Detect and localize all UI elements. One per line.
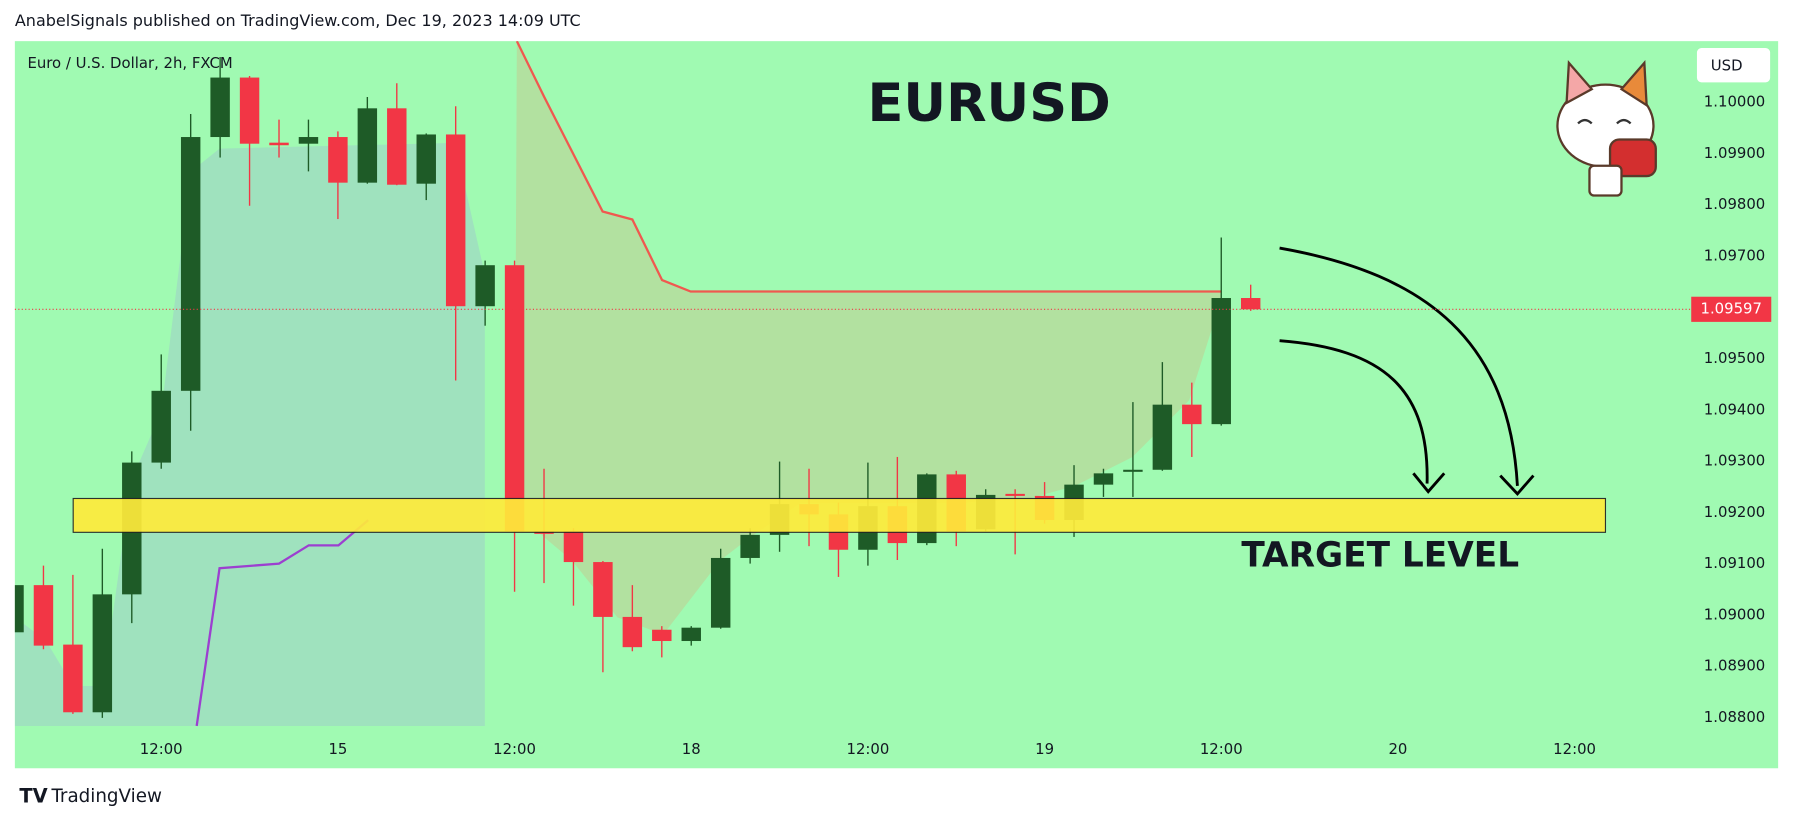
x-tick-label: 12:00 (1200, 740, 1243, 758)
header: AnabelSignals published on TradingView.c… (15, 11, 581, 30)
currency-label: USD (1711, 56, 1743, 74)
arrow-head (1499, 474, 1535, 497)
indicator-line (515, 41, 1222, 293)
chart-title: EURUSD (867, 73, 1110, 134)
target-zone (72, 497, 1607, 533)
candle-body (269, 142, 289, 146)
indicator-line (195, 519, 369, 727)
y-tick-label: 1.09200 (1704, 503, 1765, 521)
candle-body (475, 265, 495, 307)
y-tick-label: 1.09000 (1704, 605, 1765, 623)
candle-body (416, 134, 436, 184)
y-tick-label: 1.09500 (1704, 349, 1765, 367)
mascot (1556, 59, 1657, 197)
y-tick-label: 1.09300 (1704, 452, 1765, 470)
candle-body (1093, 473, 1114, 485)
x-tick-label: 12:00 (493, 740, 536, 758)
arrow (1279, 339, 1429, 484)
candle-body (622, 616, 643, 648)
candle-body (357, 108, 378, 183)
y-tick-label: 1.09100 (1704, 554, 1765, 572)
x-tick-label: 20 (1388, 740, 1407, 758)
candle-body (445, 134, 466, 307)
candle-body (710, 557, 731, 628)
candle-body (1240, 298, 1261, 310)
arrow (1279, 246, 1519, 486)
candle-body (63, 644, 83, 713)
y-tick-label: 1.10000 (1704, 93, 1765, 111)
candle-body (239, 77, 260, 144)
y-tick-label: 1.09800 (1704, 195, 1765, 213)
last-price-label: 1.09597 (1701, 299, 1762, 317)
y-tick-label: 1.08800 (1704, 708, 1765, 726)
candle-body (1152, 404, 1173, 470)
candle-body (151, 390, 171, 463)
symbol-label: Euro / U.S. Dollar, 2h, FXCM (27, 54, 232, 72)
candle-body (504, 265, 525, 532)
candle-body (180, 137, 201, 391)
candle-body (298, 137, 319, 144)
annotation: TARGET LEVEL (1241, 535, 1519, 575)
candle-body (740, 534, 760, 558)
x-tick-label: 18 (682, 740, 701, 758)
candle-body (1211, 298, 1231, 425)
candle-body (681, 627, 701, 642)
candle-body (1005, 493, 1025, 496)
candle-body (387, 108, 407, 185)
y-tick-label: 1.09700 (1704, 246, 1765, 264)
last-price-box (1691, 296, 1772, 322)
x-tick-label: 19 (1035, 740, 1054, 758)
arrow-head (1412, 472, 1446, 494)
candle-body (14, 585, 24, 633)
candle-body (1123, 469, 1143, 472)
candle-body (92, 594, 113, 713)
y-tick-label: 1.09400 (1704, 400, 1765, 418)
y-tick-label: 1.09900 (1704, 144, 1765, 162)
y-tick-label: 1.08900 (1704, 657, 1765, 675)
currency-button[interactable] (1696, 48, 1771, 83)
candle-body (328, 137, 348, 183)
footer: TradingView (50, 786, 162, 807)
candle-body (652, 629, 672, 642)
candle-body (563, 531, 584, 563)
x-tick-label: 12:00 (1553, 740, 1596, 758)
candle-body (33, 585, 54, 646)
x-tick-label: 15 (328, 740, 347, 758)
candle-body (593, 562, 613, 617)
x-tick-label: 12:00 (846, 740, 889, 758)
logo-mark: 𝗧𝗩 (19, 784, 47, 807)
candle-body (210, 77, 230, 138)
x-tick-label: 12:00 (140, 740, 183, 758)
candle-body (1182, 404, 1202, 425)
